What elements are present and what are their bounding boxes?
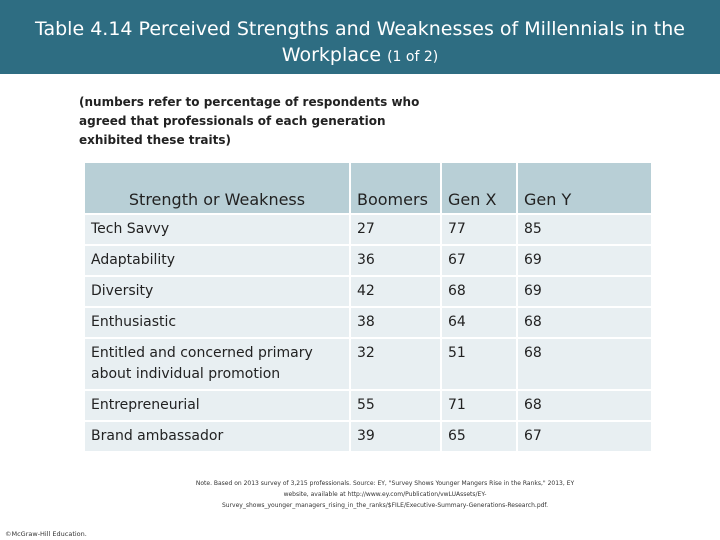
trait-cell: Brand ambassador (85, 420, 351, 451)
data-table: Strength or Weakness Boomers Gen X Gen Y… (85, 163, 653, 451)
geny-cell: 68 (518, 306, 653, 337)
table-row: Entitled and concerned primary about ind… (85, 337, 653, 389)
trait-cell: Entrepreneurial (85, 389, 351, 420)
boomers-cell: 38 (351, 306, 442, 337)
trait-cell: Entitled and concerned primary about ind… (85, 337, 351, 389)
column-header-genx: Gen X (442, 163, 518, 213)
table-subtitle: (numbers refer to percentage of responde… (79, 95, 420, 147)
source-note: Note. Based on 2013 survey of 3,215 prof… (195, 480, 575, 509)
header-row: Strength or Weakness Boomers Gen X Gen Y (85, 163, 653, 213)
copyright-text: ©McGraw-Hill Education. (5, 530, 87, 538)
title-bar: Table 4.14 Perceived Strengths and Weakn… (0, 0, 720, 74)
column-header-geny: Gen Y (518, 163, 653, 213)
genx-cell: 67 (442, 244, 518, 275)
column-header-trait: Strength or Weakness (85, 163, 351, 213)
geny-cell: 68 (518, 337, 653, 389)
page-title-line1: Table 4.14 Perceived Strengths and Weakn… (35, 18, 685, 40)
trait-cell: Adaptability (85, 244, 351, 275)
boomers-cell: 42 (351, 275, 442, 306)
page-title-line2: Workplace (1 of 2) (0, 42, 720, 70)
genx-cell: 51 (442, 337, 518, 389)
page-title-main: Workplace (281, 44, 382, 66)
genx-cell: 64 (442, 306, 518, 337)
trait-cell: Tech Savvy (85, 213, 351, 244)
genx-cell: 68 (442, 275, 518, 306)
geny-cell: 69 (518, 275, 653, 306)
table-row: Brand ambassador 39 65 67 (85, 420, 653, 451)
boomers-cell: 55 (351, 389, 442, 420)
table-row: Adaptability 36 67 69 (85, 244, 653, 275)
table-row: Diversity 42 68 69 (85, 275, 653, 306)
table-row: Tech Savvy 27 77 85 (85, 213, 653, 244)
geny-cell: 67 (518, 420, 653, 451)
geny-cell: 85 (518, 213, 653, 244)
boomers-cell: 27 (351, 213, 442, 244)
genx-cell: 65 (442, 420, 518, 451)
column-header-boomers: Boomers (351, 163, 442, 213)
table-row: Enthusiastic 38 64 68 (85, 306, 653, 337)
table-row: Entrepreneurial 55 71 68 (85, 389, 653, 420)
genx-cell: 77 (442, 213, 518, 244)
trait-cell: Enthusiastic (85, 306, 351, 337)
geny-cell: 68 (518, 389, 653, 420)
boomers-cell: 32 (351, 337, 442, 389)
genx-cell: 71 (442, 389, 518, 420)
trait-cell: Diversity (85, 275, 351, 306)
page-title-part: (1 of 2) (387, 49, 439, 65)
geny-cell: 69 (518, 244, 653, 275)
boomers-cell: 36 (351, 244, 442, 275)
boomers-cell: 39 (351, 420, 442, 451)
